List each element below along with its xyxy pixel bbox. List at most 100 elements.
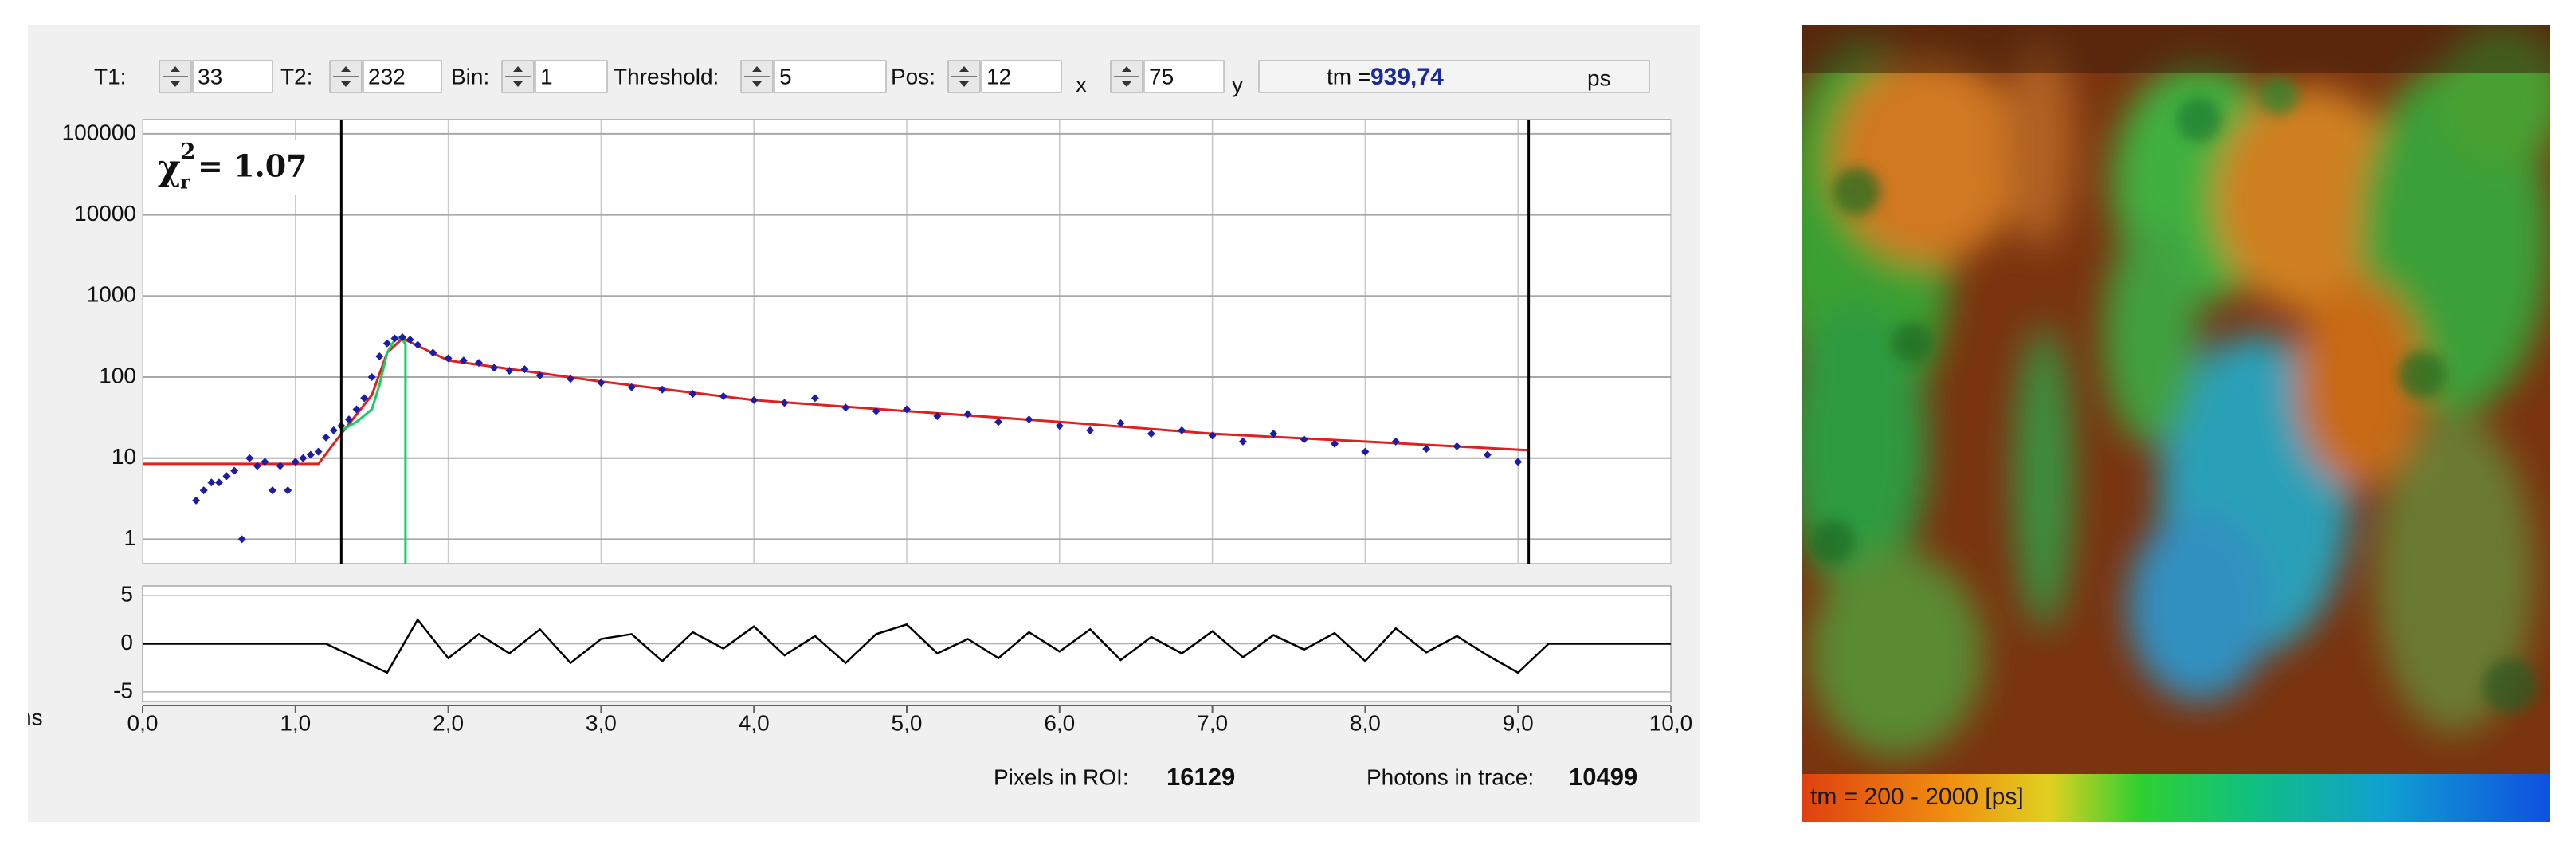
y-tick-label: 100 bbox=[99, 363, 136, 387]
data-point bbox=[214, 478, 223, 487]
data-point bbox=[192, 496, 201, 505]
data-point bbox=[490, 364, 499, 372]
control-label: x bbox=[1076, 72, 1087, 96]
input-value[interactable]: 5 bbox=[779, 64, 792, 88]
control-label: Threshold: bbox=[614, 64, 719, 88]
control-label: Bin: bbox=[451, 64, 489, 88]
charts: 1 10 100 1000 10000 100000 χ 2 r = 1.07 -5 0 5 0,0 1,0… bbox=[19, 119, 1693, 735]
input-box[interactable] bbox=[363, 60, 442, 93]
data-point bbox=[269, 486, 277, 495]
data-point bbox=[299, 454, 308, 462]
data-point bbox=[253, 462, 261, 470]
data-point bbox=[719, 392, 727, 401]
y-tick-label: 1 bbox=[124, 525, 136, 550]
spin-arrows bbox=[341, 66, 351, 87]
chi-symbol: χ bbox=[158, 148, 181, 189]
data-point bbox=[314, 447, 323, 456]
data-point bbox=[344, 415, 353, 424]
data-point bbox=[658, 385, 667, 394]
data-point bbox=[230, 466, 239, 475]
input-box[interactable] bbox=[774, 60, 887, 93]
data-point bbox=[1238, 437, 1247, 446]
input-box[interactable] bbox=[192, 60, 273, 93]
tm-label: tm = bbox=[1327, 64, 1370, 88]
chi-sub: r bbox=[180, 171, 190, 194]
data-point bbox=[245, 454, 254, 462]
stat-label: Photons in trace: bbox=[1366, 765, 1534, 789]
x-tick-label: 8,0 bbox=[1350, 710, 1381, 735]
data-point bbox=[1331, 439, 1339, 448]
annotation-bg bbox=[150, 140, 333, 195]
data-point bbox=[780, 399, 789, 407]
control-label: T2: bbox=[280, 64, 312, 88]
data-point bbox=[688, 390, 697, 399]
y-tick-label: 0 bbox=[120, 630, 133, 654]
toolbar: T1: 33 T2: 232 Bin: 1 Threshold: 5 Pos: 12 x 75 y tm … bbox=[94, 60, 1650, 96]
data-point bbox=[1147, 430, 1155, 438]
input-value[interactable]: 1 bbox=[540, 64, 553, 88]
data-point bbox=[567, 375, 575, 383]
control-label: T1: bbox=[94, 64, 126, 88]
data-point bbox=[872, 407, 880, 415]
data-point bbox=[810, 394, 819, 403]
stat-value: 10499 bbox=[1569, 763, 1637, 791]
data-point bbox=[474, 359, 483, 368]
input-value[interactable]: 232 bbox=[368, 64, 406, 88]
data-point bbox=[1483, 450, 1492, 459]
data-point bbox=[414, 340, 422, 349]
colorbar-caption: tm = 200 - 2000 [ps] bbox=[1810, 784, 2024, 810]
data-point bbox=[329, 426, 338, 434]
tm-box bbox=[1258, 60, 1650, 93]
data-point bbox=[360, 394, 369, 403]
data-point bbox=[367, 372, 376, 381]
data-point bbox=[207, 478, 216, 487]
input-value[interactable]: 33 bbox=[198, 64, 222, 88]
x-tick-label: 5,0 bbox=[892, 710, 923, 735]
input-box[interactable] bbox=[535, 60, 608, 93]
input-value[interactable]: 75 bbox=[1149, 64, 1174, 88]
data-point bbox=[276, 462, 284, 470]
x-tick-label: 3,0 bbox=[586, 710, 617, 735]
data-point bbox=[429, 348, 437, 357]
stat-label: Pixels in ROI: bbox=[994, 765, 1129, 789]
input-box[interactable] bbox=[1143, 60, 1225, 93]
fit-line bbox=[340, 336, 407, 564]
data-point bbox=[284, 486, 292, 495]
data-point bbox=[933, 411, 942, 420]
data-point bbox=[306, 450, 315, 459]
y-tick-label: 10 bbox=[112, 444, 136, 469]
data-point bbox=[1055, 422, 1064, 430]
y-tick-label: 100000 bbox=[62, 120, 136, 144]
input-box[interactable] bbox=[981, 60, 1062, 93]
x-unit: ns bbox=[19, 705, 43, 729]
data-point bbox=[1514, 458, 1523, 466]
data-point bbox=[222, 472, 231, 481]
x-tick-label: 4,0 bbox=[739, 710, 770, 735]
data-point bbox=[398, 333, 407, 342]
x-tick-label: 1,0 bbox=[280, 710, 311, 735]
x-tick-label: 6,0 bbox=[1044, 710, 1075, 735]
x-tick-label: 7,0 bbox=[1197, 710, 1228, 735]
data-point bbox=[994, 418, 1003, 426]
spin-arrows bbox=[752, 66, 762, 87]
data-point bbox=[237, 535, 246, 544]
data-point bbox=[390, 334, 399, 343]
data-point bbox=[903, 405, 911, 414]
data-point bbox=[1086, 426, 1095, 434]
y-tick-label: 1000 bbox=[87, 282, 136, 307]
data-point bbox=[535, 371, 544, 379]
residual-line bbox=[143, 618, 1671, 674]
chi-sup: 2 bbox=[180, 139, 195, 165]
data-point bbox=[1361, 447, 1370, 456]
data-point bbox=[1269, 430, 1278, 438]
control-label: Pos: bbox=[891, 64, 935, 88]
control-label: y bbox=[1232, 72, 1243, 96]
data-point bbox=[375, 352, 384, 361]
input-value[interactable]: 12 bbox=[986, 64, 1011, 88]
x-tick-label: 9,0 bbox=[1503, 710, 1534, 735]
x-tick-label: 10,0 bbox=[1649, 710, 1693, 735]
chi-value: = 1.07 bbox=[198, 148, 308, 184]
data-point bbox=[1025, 415, 1033, 424]
data-point bbox=[199, 486, 208, 495]
